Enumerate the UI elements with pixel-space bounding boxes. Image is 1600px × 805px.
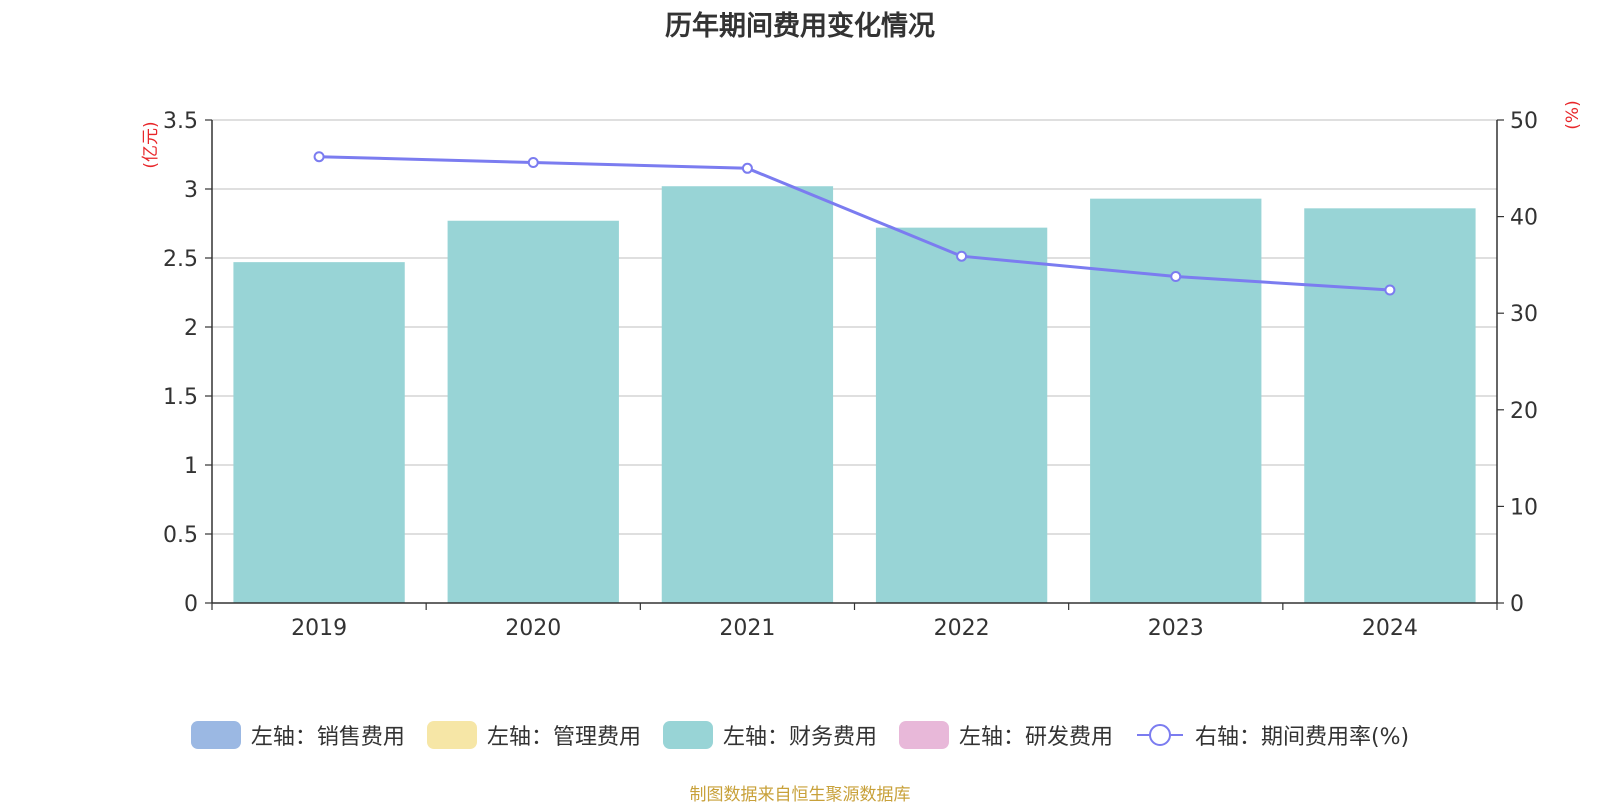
legend-item[interactable]: 左轴：财务费用 (662, 719, 877, 751)
right-axis-tick-label: 50 (1510, 109, 1538, 134)
grid-lines (212, 119, 1497, 535)
left-axis-tick-label: 0 (184, 592, 198, 617)
legend-label: 左轴：销售费用 (250, 725, 405, 750)
x-axis-tick-label: 2024 (1362, 616, 1418, 641)
left-axis-tick-label: 3.5 (163, 109, 198, 134)
line-point-2021 (741, 162, 753, 174)
right-axis-tick-label: 20 (1510, 399, 1538, 424)
line-point-2024 (1384, 284, 1396, 296)
bar-2019 (233, 262, 405, 603)
legend-label: 左轴：管理费用 (486, 725, 641, 750)
line-point-2019 (313, 151, 325, 163)
legend-line-icon (1136, 724, 1183, 746)
x-axis-tick-label: 2020 (505, 616, 561, 641)
bar-2020 (447, 220, 619, 604)
x-axis-tick-label: 2022 (934, 616, 990, 641)
left-axis-tick-label: 0.5 (163, 523, 198, 548)
right-axis-label: (%) (1563, 100, 1583, 129)
line-rate (319, 155, 1391, 292)
line-point-2022 (956, 250, 968, 262)
legend-label: 右轴：期间费用率(%) (1194, 725, 1410, 750)
x-axis-tick-label: 2019 (291, 616, 347, 641)
left-axis-tick-label: 2 (184, 316, 198, 341)
left-axis-tick-label: 1 (184, 454, 198, 479)
left-axis-tick-label: 3 (184, 178, 198, 203)
chart-title: 历年期间费用变化情况 (665, 11, 935, 42)
legend-item[interactable]: 左轴：销售费用 (190, 719, 405, 751)
bar-2021 (661, 186, 834, 604)
bar-2022 (875, 227, 1048, 603)
line-point-2020 (527, 157, 539, 169)
legend-item[interactable]: 右轴：期间费用率(%) (1135, 719, 1409, 751)
x-axis-tick-label: 2021 (719, 616, 775, 641)
legend: 左轴：销售费用 左轴：管理费用 左轴：财务费用 左轴：研发费用 右轴：期间费用率(%) (0, 719, 1600, 751)
legend-swatch (898, 721, 949, 749)
legend-item[interactable]: 左轴：研发费用 (898, 719, 1113, 751)
right-axis-tick-label: 30 (1510, 302, 1538, 327)
left-axis-tick-label: 2.5 (163, 247, 198, 272)
legend-swatch (426, 721, 477, 749)
legend-swatch (662, 721, 713, 749)
axes: 0 0.5 1 1.5 2 2.5 3 3.5 0 10 20 30 40 50 2019 2020 2021 2… (141, 100, 1583, 641)
bar-2023 (1090, 198, 1262, 603)
line-point-2023 (1170, 270, 1182, 282)
legend-label: 左轴：财务费用 (722, 725, 877, 750)
left-axis-tick-label: 1.5 (163, 385, 198, 410)
right-axis-tick-label: 10 (1510, 495, 1538, 520)
bar-2024 (1304, 208, 1476, 603)
left-axis-label: (亿元) (141, 121, 161, 168)
legend-label: 左轴：研发费用 (958, 725, 1113, 750)
right-axis-tick-label: 40 (1510, 206, 1538, 231)
line-series (313, 151, 1396, 296)
source-note: 制图数据来自恒生聚源数据库 (689, 785, 911, 805)
right-axis-tick-label: 0 (1510, 592, 1524, 617)
legend-item[interactable]: 左轴：管理费用 (426, 719, 641, 751)
bar-series (233, 186, 1476, 604)
legend-swatch (190, 721, 241, 749)
x-axis-tick-label: 2023 (1148, 616, 1204, 641)
